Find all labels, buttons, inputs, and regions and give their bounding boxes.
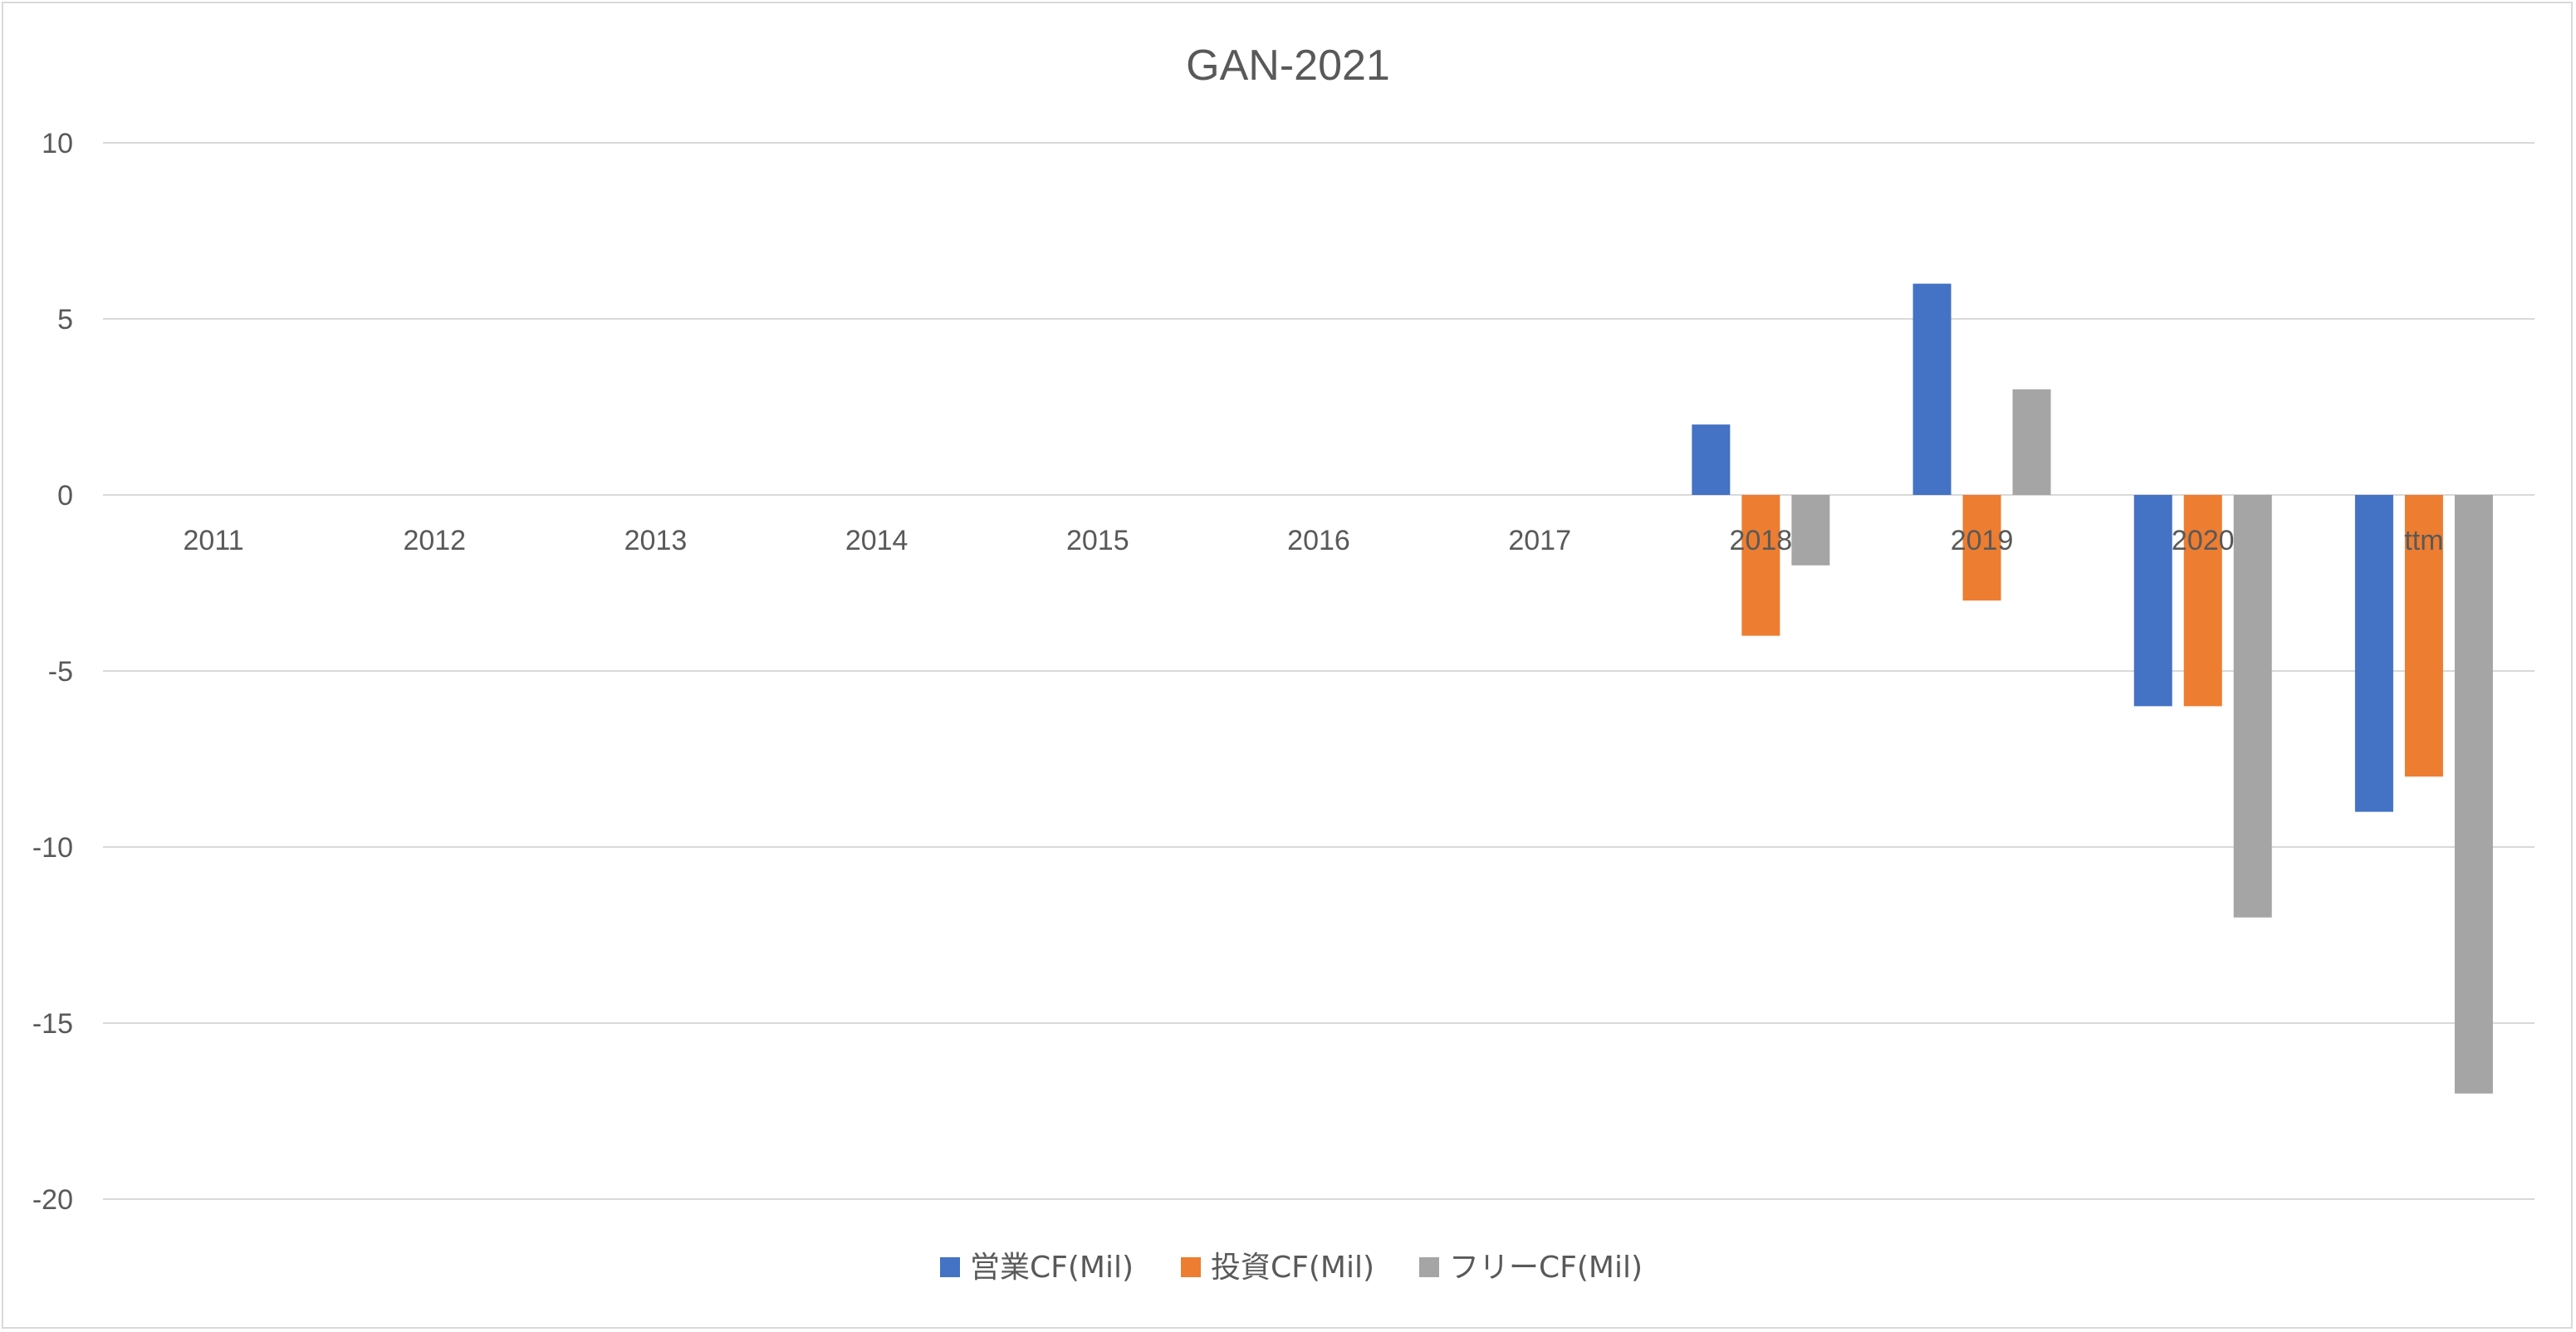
y-tick-label: -15 bbox=[32, 1008, 73, 1040]
legend-label: 投資CF(Mil) bbox=[1211, 1251, 1374, 1285]
bar bbox=[2404, 495, 2443, 777]
x-tick-label: 2020 bbox=[2172, 525, 2235, 556]
x-tick-label: 2019 bbox=[1951, 525, 2014, 556]
legend-item: 投資CF(Mil) bbox=[1181, 1251, 1374, 1285]
x-tick-label: 2011 bbox=[184, 525, 244, 556]
bar bbox=[1962, 495, 2001, 601]
y-tick-label: 5 bbox=[57, 304, 73, 335]
legend-swatch bbox=[1419, 1257, 1439, 1277]
bar bbox=[1692, 424, 1731, 495]
legend-item: フリーCF(Mil) bbox=[1419, 1251, 1643, 1285]
bar bbox=[2233, 495, 2272, 918]
x-tick-label: 2012 bbox=[403, 525, 466, 556]
legend-swatch bbox=[940, 1257, 960, 1277]
bar bbox=[1741, 495, 1780, 636]
y-tick-label: -20 bbox=[32, 1184, 73, 1216]
bar bbox=[2133, 495, 2172, 707]
bar bbox=[2454, 495, 2493, 1094]
x-tick-label: 2018 bbox=[1730, 525, 1793, 556]
bar bbox=[1912, 283, 1952, 495]
y-tick-label: -5 bbox=[48, 656, 73, 688]
x-tick-label: 2016 bbox=[1287, 525, 1350, 556]
legend-label: フリーCF(Mil) bbox=[1449, 1251, 1643, 1285]
x-tick-label: 2014 bbox=[845, 525, 908, 556]
legend-label: 営業CF(Mil) bbox=[970, 1251, 1134, 1285]
legend-swatch bbox=[1181, 1257, 1201, 1277]
bar bbox=[2183, 495, 2222, 707]
y-tick-label: 10 bbox=[42, 128, 73, 159]
legend-item: 営業CF(Mil) bbox=[940, 1251, 1134, 1285]
x-tick-label: ttm bbox=[2404, 525, 2443, 556]
x-axis-ticks: 2011 2012 2013 2014 2015 2016 2017 2018 2019 2020… bbox=[184, 525, 2444, 556]
y-tick-label: 0 bbox=[57, 480, 73, 512]
bar bbox=[1791, 495, 1830, 566]
legend: 営業CF(Mil) 投資CF(Mil) フリーCF(Mil) bbox=[940, 1251, 1643, 1285]
y-axis-ticks: 10 5 0 -5 -10 -15 -20 bbox=[32, 128, 73, 1216]
bar bbox=[2012, 389, 2051, 495]
bar bbox=[2354, 495, 2393, 812]
x-tick-label: 2017 bbox=[1508, 525, 1571, 556]
bars bbox=[1692, 283, 2493, 1094]
x-tick-label: 2015 bbox=[1066, 525, 1129, 556]
chart-title: GAN-2021 bbox=[1186, 42, 1390, 90]
x-tick-label: 2013 bbox=[624, 525, 688, 556]
gridlines bbox=[103, 142, 2534, 1200]
y-tick-label: -10 bbox=[32, 832, 73, 864]
